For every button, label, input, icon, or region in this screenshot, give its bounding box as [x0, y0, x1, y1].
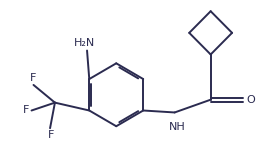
Text: H₂N: H₂N	[74, 38, 95, 48]
Text: F: F	[48, 130, 54, 140]
Text: F: F	[23, 105, 30, 116]
Text: NH: NH	[169, 122, 186, 132]
Text: O: O	[247, 95, 255, 105]
Text: F: F	[30, 73, 37, 83]
